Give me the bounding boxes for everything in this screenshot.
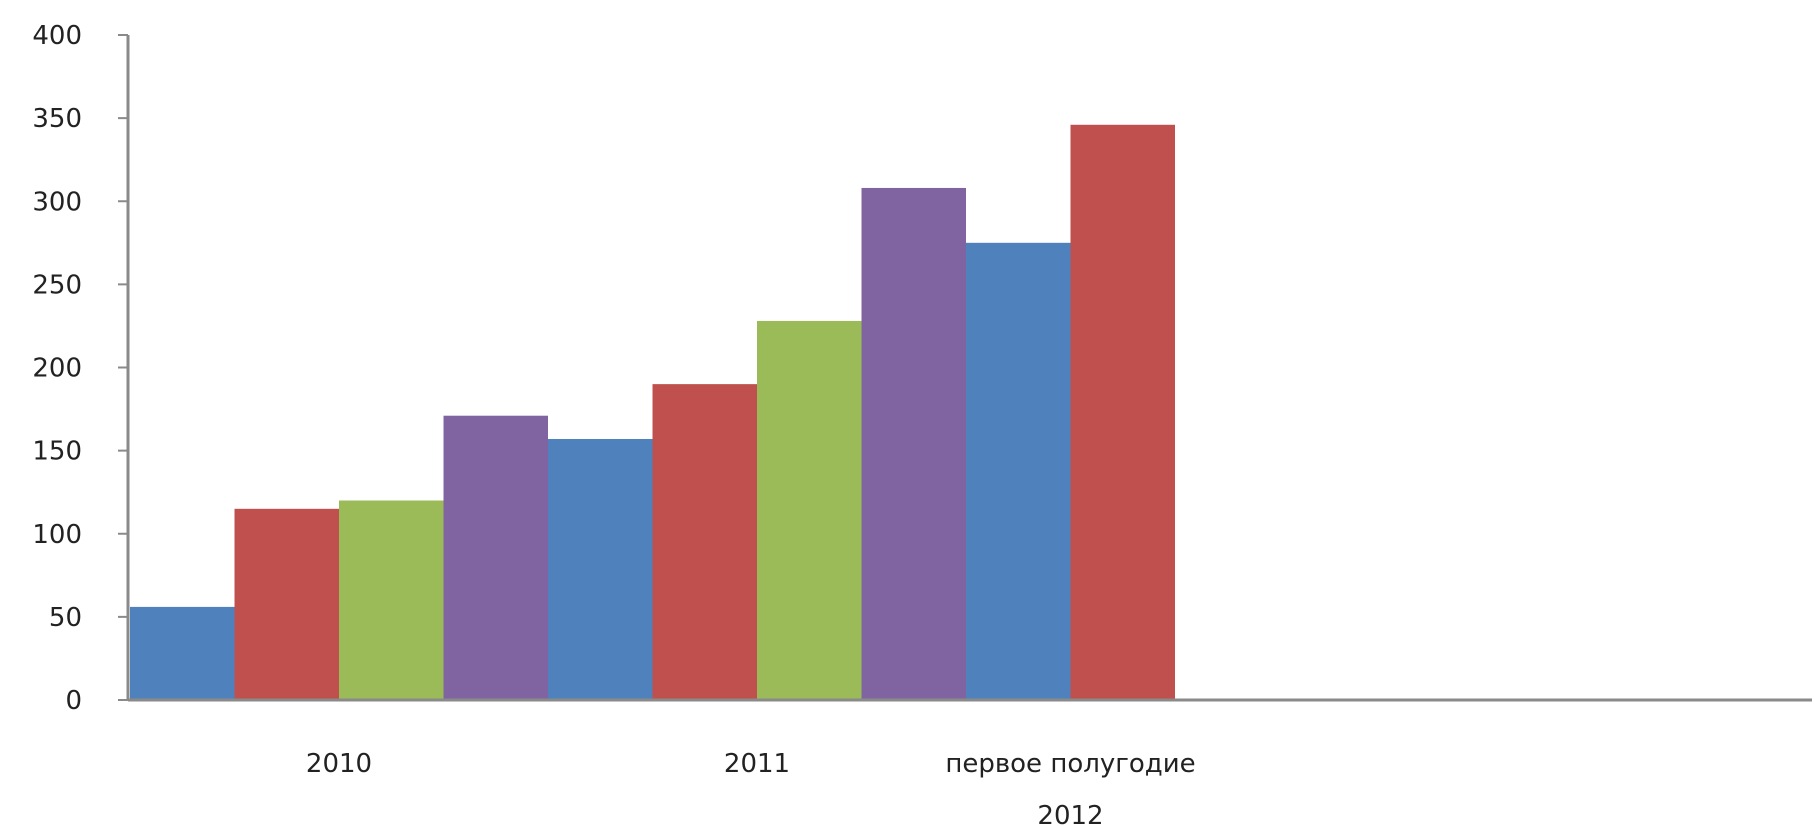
bar	[130, 606, 235, 700]
bar	[966, 242, 1071, 700]
x-category-label: 2010	[306, 749, 372, 779]
y-tick-label: 50	[49, 603, 82, 633]
bars	[130, 124, 1175, 700]
y-tick-label: 400	[32, 21, 82, 51]
y-tick-label: 0	[65, 686, 82, 716]
y-tick-label: 200	[32, 354, 82, 384]
bar	[757, 320, 862, 700]
x-axis-labels: 2010 2011 первое полугодие 2012	[306, 749, 1196, 826]
bar	[234, 508, 339, 700]
bar	[339, 500, 444, 700]
x-category-label: 2011	[724, 749, 790, 779]
bar	[548, 438, 653, 700]
y-tick-label: 350	[32, 104, 82, 134]
bar	[652, 384, 757, 700]
bar	[861, 187, 966, 700]
y-tick-label: 150	[32, 437, 82, 467]
y-tick-label: 250	[32, 270, 82, 300]
bar	[1070, 124, 1175, 700]
y-axis-ticks: 0 50 100 150 200 250 300 350 400	[32, 21, 128, 716]
x-category-label: первое полугодие	[945, 749, 1195, 779]
y-tick-label: 100	[32, 520, 82, 550]
axes	[126, 35, 1812, 702]
y-tick-label: 300	[32, 187, 82, 217]
bar	[443, 415, 548, 700]
x-category-label: 2012	[1037, 801, 1103, 826]
